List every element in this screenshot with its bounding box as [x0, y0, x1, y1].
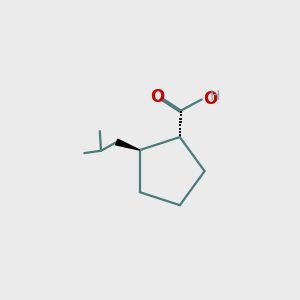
Text: O: O: [151, 88, 165, 106]
Text: H: H: [209, 89, 220, 103]
Text: O: O: [203, 90, 217, 108]
Polygon shape: [116, 139, 140, 150]
